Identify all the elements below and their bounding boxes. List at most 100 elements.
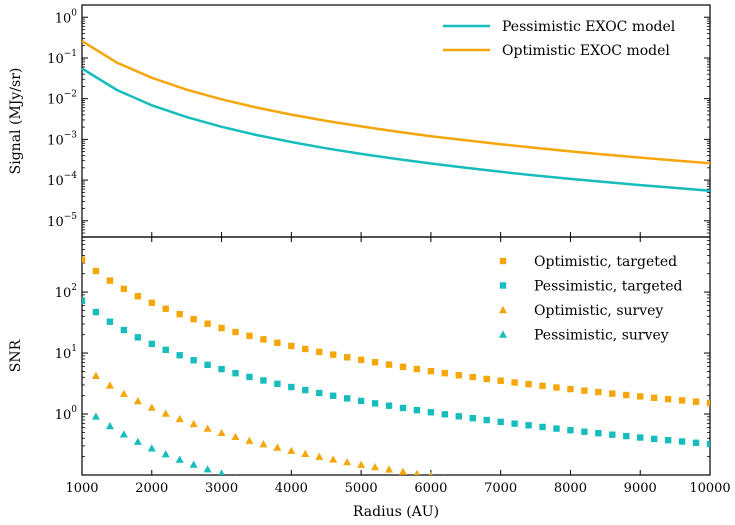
marker-optimistic-survey xyxy=(119,389,128,397)
bottom-legend-marker xyxy=(499,257,507,265)
marker-optimistic-targeted xyxy=(190,315,197,323)
marker-pessimistic-targeted xyxy=(455,413,462,420)
marker-optimistic-survey xyxy=(189,419,198,428)
marker-optimistic-targeted xyxy=(455,371,462,379)
marker-optimistic-survey xyxy=(245,436,254,444)
top-ytick-label: 10−1 xyxy=(47,49,77,67)
marker-optimistic-targeted xyxy=(609,390,616,397)
marker-pessimistic-targeted xyxy=(302,386,309,394)
marker-pessimistic-survey xyxy=(189,460,198,468)
marker-optimistic-targeted xyxy=(525,381,532,388)
marker-optimistic-survey xyxy=(231,432,240,441)
marker-optimistic-targeted xyxy=(413,365,421,373)
marker-pessimistic-targeted xyxy=(706,440,710,448)
bottom-ytick-label: 102 xyxy=(55,283,77,301)
marker-pessimistic-survey xyxy=(203,465,212,473)
marker-optimistic-targeted xyxy=(637,393,644,400)
marker-optimistic-survey xyxy=(329,455,338,463)
marker-optimistic-targeted xyxy=(134,293,142,300)
top-legend-label: Optimistic EXOC model xyxy=(502,43,670,59)
marker-optimistic-targeted xyxy=(357,356,365,364)
marker-optimistic-survey xyxy=(203,424,212,432)
marker-optimistic-survey xyxy=(91,371,100,379)
marker-optimistic-targeted xyxy=(427,367,435,375)
marker-optimistic-targeted xyxy=(581,387,588,394)
marker-optimistic-targeted xyxy=(650,394,658,401)
marker-pessimistic-targeted xyxy=(623,432,630,440)
marker-pessimistic-targeted xyxy=(609,431,616,438)
top-ytick-label: 10−5 xyxy=(47,212,77,230)
marker-pessimistic-targeted xyxy=(469,415,476,422)
marker-optimistic-targeted xyxy=(567,385,574,393)
marker-optimistic-targeted xyxy=(302,345,309,353)
marker-pessimistic-targeted xyxy=(120,326,128,334)
marker-optimistic-targeted xyxy=(288,342,295,350)
marker-optimistic-targeted xyxy=(623,391,630,399)
marker-pessimistic-targeted xyxy=(357,397,365,405)
marker-optimistic-targeted xyxy=(176,310,183,318)
marker-optimistic-survey xyxy=(414,469,420,475)
marker-pessimistic-targeted xyxy=(650,435,658,443)
marker-optimistic-survey xyxy=(147,403,156,411)
bottom-xtick-label: 6000 xyxy=(414,481,447,496)
marker-optimistic-targeted xyxy=(692,398,700,405)
top-series-line-optimistic xyxy=(81,40,711,165)
marker-optimistic-survey xyxy=(455,476,463,483)
marker-optimistic-survey xyxy=(398,467,407,475)
marker-pessimistic-targeted xyxy=(371,400,379,407)
marker-pessimistic-targeted xyxy=(483,416,490,424)
marker-optimistic-targeted xyxy=(204,320,211,327)
marker-optimistic-targeted xyxy=(678,397,686,404)
marker-pessimistic-targeted xyxy=(218,365,225,373)
marker-optimistic-targeted xyxy=(371,359,379,366)
marker-pessimistic-targeted xyxy=(274,380,281,388)
marker-pessimistic-survey xyxy=(133,437,142,445)
marker-optimistic-targeted xyxy=(664,395,672,403)
marker-optimistic-survey xyxy=(287,446,296,454)
marker-pessimistic-targeted xyxy=(190,357,197,364)
marker-pessimistic-targeted xyxy=(581,428,588,435)
marker-pessimistic-targeted xyxy=(525,422,532,429)
marker-optimistic-targeted xyxy=(497,377,504,384)
marker-optimistic-survey xyxy=(385,465,394,473)
marker-pessimistic-targeted xyxy=(399,404,407,412)
marker-pessimistic-targeted xyxy=(330,392,337,399)
marker-optimistic-targeted xyxy=(441,370,449,377)
marker-optimistic-survey xyxy=(133,397,142,405)
bottom-xtick-label: 5000 xyxy=(345,481,378,496)
bottom-ytick-label: 101 xyxy=(55,344,77,362)
marker-pessimistic-survey xyxy=(91,412,100,420)
marker-pessimistic-targeted xyxy=(106,318,114,325)
marker-pessimistic-targeted xyxy=(92,308,100,316)
bottom-xtick-label: 2000 xyxy=(135,481,168,496)
marker-optimistic-survey xyxy=(429,471,433,475)
top-ytick-label: 10−3 xyxy=(47,130,77,148)
marker-pessimistic-targeted xyxy=(637,434,644,441)
bottom-markers xyxy=(82,256,710,483)
marker-optimistic-targeted xyxy=(316,348,323,356)
bottom-xtick-label: 10000 xyxy=(689,481,730,496)
marker-optimistic-survey xyxy=(343,458,352,466)
marker-pessimistic-targeted xyxy=(413,406,421,414)
marker-pessimistic-targeted xyxy=(511,420,518,427)
marker-pessimistic-targeted xyxy=(232,369,239,377)
marker-optimistic-survey xyxy=(444,474,446,475)
top-series-line-pessimistic xyxy=(81,67,711,192)
bottom-xtick-label: 7000 xyxy=(484,481,517,496)
marker-pessimistic-survey xyxy=(147,444,156,452)
bottom-xtick-label: 3000 xyxy=(205,481,238,496)
bottom-ylabel: SNR xyxy=(8,339,24,372)
marker-optimistic-survey xyxy=(357,460,366,468)
marker-pessimistic-targeted xyxy=(539,423,546,431)
marker-optimistic-targeted xyxy=(106,277,114,284)
marker-optimistic-survey xyxy=(315,452,324,460)
marker-pessimistic-targeted xyxy=(176,352,183,359)
marker-pessimistic-targeted xyxy=(497,418,504,426)
bottom-xtick-label: 9000 xyxy=(624,481,657,496)
marker-optimistic-survey xyxy=(105,381,114,389)
bottom-legend-marker xyxy=(499,306,507,314)
marker-pessimistic-survey xyxy=(119,430,128,438)
marker-pessimistic-targeted xyxy=(246,373,253,381)
marker-optimistic-targeted xyxy=(148,299,155,306)
bottom-xtick-label: 4000 xyxy=(275,481,308,496)
